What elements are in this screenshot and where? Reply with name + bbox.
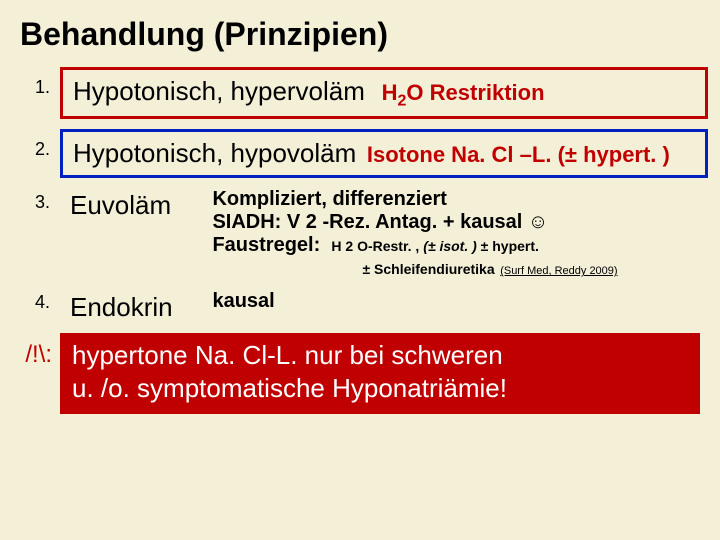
item-main: Endokrin (70, 290, 208, 323)
content-4: Endokrin kausal (60, 290, 708, 323)
boxed-content-2: Hypotonisch, hypovoläm Isotone Na. Cl –L… (60, 129, 708, 178)
item-treatment: Isotone Na. Cl –L. (± hypert. ) (361, 142, 670, 167)
item-detail: kausal (212, 290, 274, 312)
item-main: Euvoläm (70, 188, 208, 221)
page-title: Behandlung (Prinzipien) (20, 16, 700, 53)
warning-text-1: hypertone Na. Cl-L. nur bei schweren (72, 340, 503, 370)
warning-label: /!\: (12, 333, 60, 369)
item-treatment: H2O Restriktion (369, 80, 544, 105)
boxed-content-1: Hypotonisch, hypervoläm H2O Restriktion (60, 67, 708, 119)
warning-box: hypertone Na. Cl-L. nur bei schweren u. … (60, 333, 700, 414)
item-main: Hypotonisch, hypovoläm (73, 138, 356, 168)
item-number: 4. (12, 290, 60, 313)
item-detail: Kompliziert, differenziert SIADH: V 2 -R… (212, 188, 692, 280)
list-item-2: 2. Hypotonisch, hypovoläm Isotone Na. Cl… (12, 129, 708, 178)
item-number: 1. (12, 67, 60, 98)
item-number: 3. (12, 188, 60, 213)
warning-text-2: u. /o. symptomatische Hyponatriämie! (72, 373, 507, 403)
content-3: Euvoläm Kompliziert, differenziert SIADH… (60, 188, 708, 280)
list-item-4: 4. Endokrin kausal (12, 290, 708, 323)
slide: Behandlung (Prinzipien) 1. Hypotonisch, … (0, 0, 720, 540)
warning-row: /!\: hypertone Na. Cl-L. nur bei schwere… (12, 333, 708, 414)
list-item-1: 1. Hypotonisch, hypervoläm H2O Restrikti… (12, 67, 708, 119)
item-main: Hypotonisch, hypervoläm (73, 76, 365, 106)
item-number: 2. (12, 129, 60, 160)
list-item-3: 3. Euvoläm Kompliziert, differenziert SI… (12, 188, 708, 280)
